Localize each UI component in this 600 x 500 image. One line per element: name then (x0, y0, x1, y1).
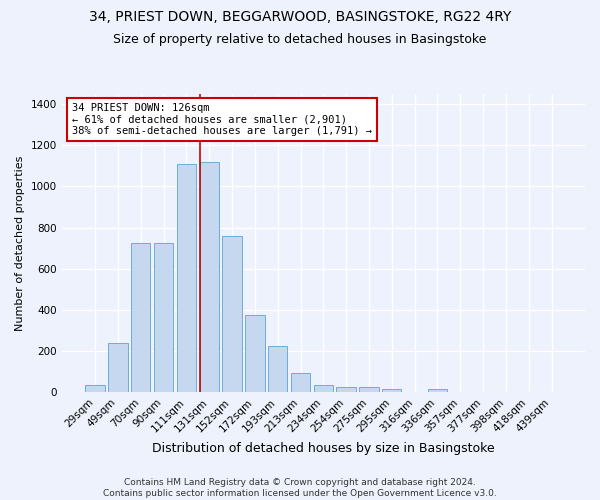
Bar (177, 164, 196, 392)
Bar (291, 374, 310, 392)
Bar (359, 388, 379, 392)
Text: Size of property relative to detached houses in Basingstoke: Size of property relative to detached ho… (113, 32, 487, 46)
Bar (245, 315, 265, 392)
Bar (223, 236, 242, 392)
Bar (200, 162, 219, 392)
Text: Contains HM Land Registry data © Crown copyright and database right 2024.
Contai: Contains HM Land Registry data © Crown c… (103, 478, 497, 498)
Bar (268, 346, 287, 392)
Y-axis label: Number of detached properties: Number of detached properties (15, 156, 25, 330)
Bar (337, 387, 356, 392)
X-axis label: Distribution of detached houses by size in Basingstoke: Distribution of detached houses by size … (152, 442, 494, 455)
Bar (85, 385, 105, 392)
Bar (154, 243, 173, 392)
Text: 34, PRIEST DOWN, BEGGARWOOD, BASINGSTOKE, RG22 4RY: 34, PRIEST DOWN, BEGGARWOOD, BASINGSTOKE… (89, 10, 511, 24)
Bar (108, 342, 128, 392)
Text: 34 PRIEST DOWN: 126sqm
← 61% of detached houses are smaller (2,901)
38% of semi-: 34 PRIEST DOWN: 126sqm ← 61% of detached… (72, 103, 372, 136)
Bar (428, 390, 447, 392)
Bar (131, 243, 151, 392)
Bar (314, 385, 333, 392)
Bar (382, 390, 401, 392)
